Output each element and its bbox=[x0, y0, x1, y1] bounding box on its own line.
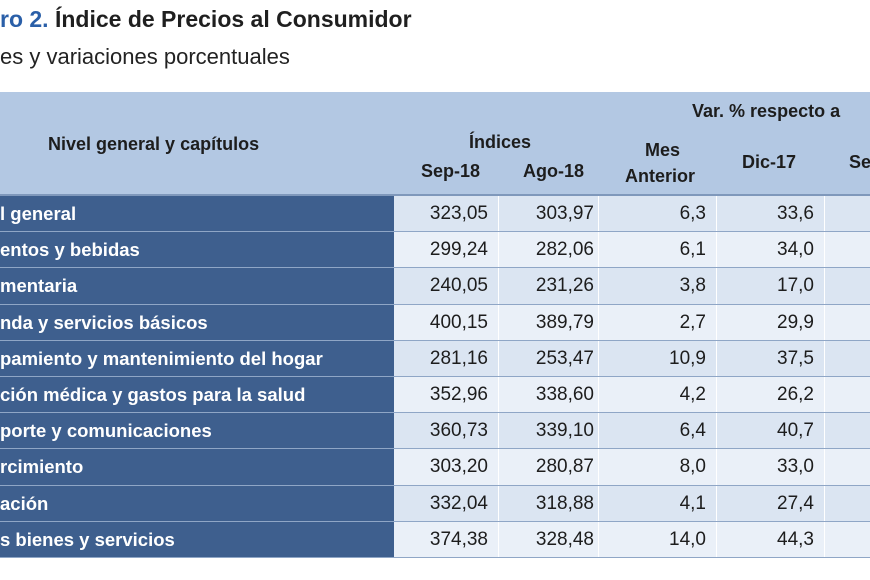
table-row: ación 332,04 318,88 4,1 27,4 bbox=[0, 485, 870, 522]
table-body: l general 323,05 303,97 6,3 33,6 entos y… bbox=[0, 196, 870, 558]
cell-ago18: 280,87 bbox=[535, 456, 594, 478]
cell-ago18: 282,06 bbox=[535, 239, 594, 261]
table-row: ción médica y gastos para la salud 352,9… bbox=[0, 376, 870, 414]
row-values: 281,16 253,47 10,9 37,5 bbox=[394, 340, 870, 376]
cell-sep18: 352,96 bbox=[429, 383, 488, 405]
cell-dic17: 37,5 bbox=[777, 347, 814, 369]
cell-sep18: 400,15 bbox=[429, 311, 488, 333]
row-values: 352,96 338,60 4,2 26,2 bbox=[394, 376, 870, 413]
cell-mes-anterior: 2,7 bbox=[679, 311, 706, 333]
cell-mes-anterior: 14,0 bbox=[669, 528, 706, 550]
row-label: s bienes y servicios bbox=[0, 521, 394, 557]
header-mes: Mes bbox=[645, 140, 681, 160]
cell-ago18: 231,26 bbox=[535, 275, 594, 297]
row-label: ción médica y gastos para la salud bbox=[0, 376, 394, 413]
cell-mes-anterior: 4,2 bbox=[679, 383, 706, 405]
table-row: s bienes y servicios 374,38 328,48 14,0 … bbox=[0, 521, 870, 558]
row-label: ación bbox=[0, 485, 394, 521]
cell-dic17: 17,0 bbox=[777, 275, 814, 297]
cell-sep18: 281,16 bbox=[429, 347, 488, 369]
header-sep18: Sep-18 bbox=[421, 161, 481, 181]
cell-dic17: 44,3 bbox=[777, 528, 814, 550]
row-values: 374,38 328,48 14,0 44,3 bbox=[394, 521, 870, 557]
cell-ago18: 303,97 bbox=[535, 203, 594, 224]
table-row: mentaria 240,05 231,26 3,8 17,0 bbox=[0, 268, 870, 305]
cell-sep18: 303,20 bbox=[429, 456, 488, 478]
page-subtitle: es y variaciones porcentuales bbox=[0, 44, 290, 69]
row-values: 299,24 282,06 6,1 34,0 bbox=[394, 232, 870, 268]
cell-sep18: 374,38 bbox=[429, 528, 488, 550]
cell-ago18: 318,88 bbox=[535, 492, 594, 514]
table-row: pamiento y mantenimiento del hogar 281,1… bbox=[0, 340, 870, 377]
row-values: 360,73 339,10 6,4 40,7 bbox=[394, 413, 870, 449]
table-row: l general 323,05 303,97 6,3 33,6 bbox=[0, 196, 870, 233]
row-values: 303,20 280,87 8,0 33,0 bbox=[394, 449, 870, 485]
row-label: porte y comunicaciones bbox=[0, 413, 394, 449]
cell-ago18: 389,79 bbox=[535, 311, 594, 333]
row-label: rcimiento bbox=[0, 449, 394, 485]
table-title: Índice de Precios al Consumidor bbox=[54, 6, 412, 32]
cell-mes-anterior: 6,3 bbox=[679, 203, 706, 224]
cell-sep18: 360,73 bbox=[429, 420, 488, 442]
cell-dic17: 33,0 bbox=[777, 456, 814, 478]
cell-mes-anterior: 4,1 bbox=[679, 492, 706, 514]
cell-sep18: 323,05 bbox=[429, 203, 488, 224]
header-var-group: Var. % respecto a bbox=[692, 101, 841, 121]
table-row: rcimiento 303,20 280,87 8,0 33,0 bbox=[0, 449, 870, 486]
row-values: 332,04 318,88 4,1 27,4 bbox=[394, 485, 870, 521]
cell-sep18: 240,05 bbox=[429, 275, 488, 297]
cell-dic17: 27,4 bbox=[777, 492, 814, 514]
cell-ago18: 253,47 bbox=[535, 347, 594, 369]
header-dic17: Dic-17 bbox=[742, 152, 797, 172]
cell-dic17: 34,0 bbox=[777, 239, 814, 261]
header-partial: Se bbox=[849, 152, 870, 172]
page-title: ro 2. Índice de Precios al Consumidor bbox=[0, 6, 412, 33]
cell-mes-anterior: 6,1 bbox=[679, 239, 706, 261]
row-values: 400,15 389,79 2,7 29,9 bbox=[394, 304, 870, 340]
cell-dic17: 26,2 bbox=[777, 383, 814, 405]
table-row: entos y bebidas 299,24 282,06 6,1 34,0 bbox=[0, 232, 870, 269]
table-number: ro 2. bbox=[0, 6, 49, 32]
row-label: entos y bebidas bbox=[0, 232, 394, 268]
table-header: Nivel general y capítulos Índices Var. %… bbox=[0, 92, 870, 196]
row-label: mentaria bbox=[0, 268, 394, 304]
cell-mes-anterior: 8,0 bbox=[679, 456, 706, 478]
row-label: nda y servicios básicos bbox=[0, 304, 394, 340]
cell-dic17: 40,7 bbox=[777, 420, 814, 442]
cell-sep18: 332,04 bbox=[429, 492, 488, 514]
cell-ago18: 339,10 bbox=[535, 420, 594, 442]
cell-sep18: 299,24 bbox=[429, 239, 488, 261]
cell-dic17: 29,9 bbox=[777, 311, 814, 333]
row-label: pamiento y mantenimiento del hogar bbox=[0, 340, 394, 376]
cell-mes-anterior: 6,4 bbox=[679, 420, 706, 442]
header-anterior: Anterior bbox=[625, 166, 696, 186]
row-values: 323,05 303,97 6,3 33,6 bbox=[394, 196, 870, 232]
cell-ago18: 338,60 bbox=[535, 383, 594, 405]
header-row-label: Nivel general y capítulos bbox=[48, 134, 260, 154]
cell-dic17: 33,6 bbox=[777, 203, 814, 224]
cell-mes-anterior: 10,9 bbox=[669, 347, 706, 369]
table-row: nda y servicios básicos 400,15 389,79 2,… bbox=[0, 304, 870, 341]
cell-mes-anterior: 3,8 bbox=[679, 275, 706, 297]
row-label: l general bbox=[0, 196, 394, 232]
header-indices: Índices bbox=[469, 132, 532, 152]
table-row: porte y comunicaciones 360,73 339,10 6,4… bbox=[0, 413, 870, 450]
cell-ago18: 328,48 bbox=[535, 528, 594, 550]
row-values: 240,05 231,26 3,8 17,0 bbox=[394, 268, 870, 304]
header-ago18: Ago-18 bbox=[523, 161, 585, 181]
